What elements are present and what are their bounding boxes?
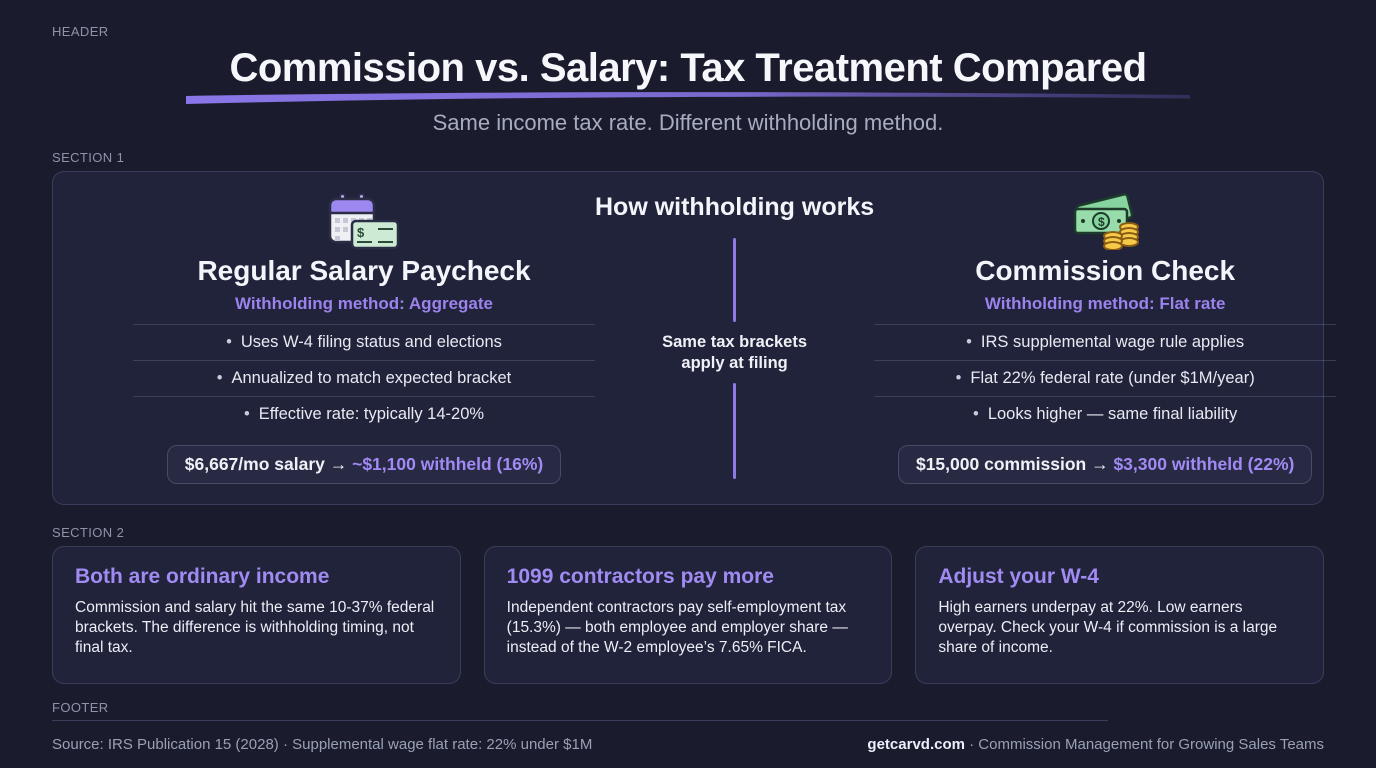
page-subtitle: Same income tax rate. Different withhold… — [432, 110, 944, 135]
commission-column: $ — [874, 192, 1337, 486]
salary-title: Regular Salary Paycheck — [197, 255, 531, 286]
withholding-comparison-panel: $ Regular Salary Paycheck Withholding me… — [52, 171, 1337, 505]
calendar-paycheck-icon: $ — [326, 192, 402, 250]
footer-source: Source: IRS Publication 15 (2028) · Supp… — [52, 736, 593, 753]
commission-example-amount: $15,000 commission → — [915, 454, 1114, 475]
salary-column: $ Regular Salary Paycheck Withholding me… — [133, 192, 595, 486]
salary-example-amount: $6,667/mo salary → — [184, 454, 353, 475]
section2-zone-label: SECTION 2 — [52, 525, 125, 540]
center-divider-column: How withholding works Same tax brackets … — [595, 192, 874, 486]
title-underline-swoosh — [52, 90, 1324, 104]
page-title: Commission vs. Salary: Tax Treatment Com… — [229, 46, 1147, 90]
commission-title: Commission Check — [975, 255, 1236, 286]
footer-brand-line: getcarvd.com · Commission Management for… — [867, 736, 1324, 753]
salary-method-label: Withholding method: Aggregate — [235, 294, 493, 314]
salary-example-chip: $6,667/mo salary → ~$1,100 withheld (16%… — [166, 445, 562, 485]
list-item: Effective rate: typically 14-20% — [133, 396, 595, 432]
list-item: IRS supplemental wage rule applies — [874, 324, 1337, 360]
svg-text:$: $ — [357, 225, 365, 240]
card-title: 1099 contractors pay more — [506, 565, 774, 588]
commission-bullet-list: IRS supplemental wage rule applies Flat … — [874, 324, 1337, 432]
list-item: Looks higher — same final liability — [874, 396, 1337, 432]
salary-example-withheld: ~$1,100 withheld (16%) — [352, 454, 544, 475]
list-item: Uses W-4 filing status and elections — [133, 324, 595, 360]
card-ordinary-income: Both are ordinary income Commission and … — [52, 546, 461, 684]
footer-tagline: · Commission Management for Growing Sale… — [964, 736, 1324, 753]
svg-text:$: $ — [1098, 215, 1105, 229]
commission-method-label: Withholding method: Flat rate — [984, 294, 1226, 314]
divider-line-top — [733, 238, 737, 322]
footer-divider — [52, 720, 1108, 721]
header-zone-label: HEADER — [52, 24, 109, 39]
salary-bullet-list: Uses W-4 filing status and elections Ann… — [133, 324, 595, 432]
section1-zone-label: SECTION 1 — [52, 150, 125, 165]
footer-row: Source: IRS Publication 15 (2028) · Supp… — [52, 736, 1324, 753]
card-body: Commission and salary hit the same 10-37… — [75, 599, 435, 657]
commission-example-chip: $15,000 commission → $3,300 withheld (22… — [897, 445, 1313, 485]
card-title: Adjust your W-4 — [938, 565, 1099, 588]
footer-zone-label: FOOTER — [52, 700, 109, 715]
card-body: High earners underpay at 22%. Low earner… — [938, 599, 1278, 657]
panel-heading: How withholding works — [595, 193, 875, 221]
list-item: Flat 22% federal rate (under $1M/year) — [874, 360, 1337, 396]
list-item: Annualized to match expected bracket — [133, 360, 595, 396]
divider-line-bottom — [733, 383, 737, 480]
info-cards-row: Both are ordinary income Commission and … — [52, 546, 1324, 684]
card-body: Independent contractors pay self-employm… — [506, 599, 848, 657]
card-1099-contractors: 1099 contractors pay more Independent co… — [483, 546, 893, 684]
brand-link[interactable]: getcarvd.com — [867, 736, 965, 753]
card-adjust-w4: Adjust your W-4 High earners underpay at… — [915, 546, 1324, 684]
card-title: Both are ordinary income — [75, 565, 330, 588]
cash-coins-icon: $ — [1067, 192, 1143, 251]
tax-brackets-note: Same tax brackets apply at filing — [662, 333, 808, 372]
commission-example-withheld: $3,300 withheld (22%) — [1113, 454, 1295, 475]
